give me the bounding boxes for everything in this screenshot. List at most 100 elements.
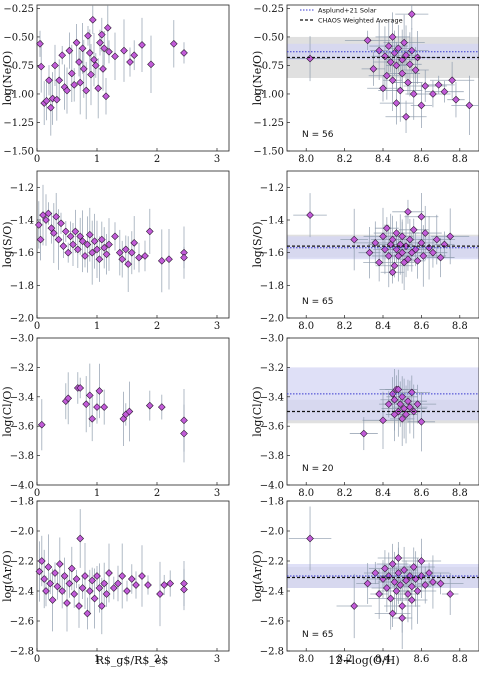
y-tick-label: −0.50 <box>253 32 284 43</box>
data-point <box>413 400 422 408</box>
data-point <box>413 587 422 595</box>
data-point <box>42 216 50 224</box>
data-point <box>45 76 53 85</box>
data-point <box>417 557 426 565</box>
data-point <box>91 61 100 70</box>
data-point <box>383 71 391 80</box>
x-tick-label: 1 <box>94 154 100 165</box>
data-point <box>398 392 407 401</box>
data-point <box>46 103 55 112</box>
x-tick-label: 1 <box>94 321 100 332</box>
x-tick-label: 8.4 <box>375 154 391 165</box>
data-point <box>132 581 140 589</box>
sample-count-label: N = 20 <box>302 464 334 474</box>
data-point <box>400 566 408 574</box>
data-point <box>396 86 405 95</box>
data-point <box>166 579 175 588</box>
data-point <box>69 240 77 249</box>
axes-frame <box>36 4 230 152</box>
sample-count-label: N = 56 <box>302 130 334 140</box>
data-point <box>138 41 146 49</box>
y-axis-label: log(S/O) <box>1 221 14 267</box>
data-point <box>111 232 119 241</box>
y-tick-label: −1.25 <box>3 118 34 129</box>
legend: Asplund+21 Solar CHAOS Weighted Average <box>300 7 403 25</box>
data-point <box>85 230 94 239</box>
data-point <box>417 239 426 247</box>
data-point <box>66 232 75 241</box>
y-tick-label: −3.4 <box>260 392 284 403</box>
y-tick-label: −3.6 <box>260 422 284 433</box>
data-point <box>157 257 166 265</box>
data-point <box>141 252 149 260</box>
data-point <box>99 65 107 73</box>
data-point <box>130 51 139 60</box>
data-point <box>82 400 91 408</box>
data-point <box>384 42 393 50</box>
data-point <box>392 587 401 595</box>
y-tick-label: −2.4 <box>10 587 34 598</box>
data-point <box>402 576 410 585</box>
data-point <box>36 235 45 244</box>
data-point <box>394 385 403 394</box>
data-point <box>375 590 383 598</box>
data-point <box>465 101 474 110</box>
data-point <box>379 84 387 93</box>
data-point <box>97 30 106 39</box>
x-tick-label: 2 <box>154 154 160 165</box>
data-point <box>83 609 92 618</box>
data-point <box>417 212 426 221</box>
data-point <box>40 575 49 583</box>
data-point <box>404 397 412 406</box>
y-tick-label: −1.50 <box>3 147 34 158</box>
data-point <box>394 554 403 562</box>
data-point <box>61 227 70 236</box>
y-tick-label: −3.0 <box>10 334 34 345</box>
data-point <box>37 62 46 71</box>
x-tick-label: 8.6 <box>413 154 429 165</box>
x-tick-label: 8.0 <box>298 321 314 332</box>
data-point <box>36 39 44 48</box>
data-point <box>392 229 401 237</box>
data-point <box>55 76 64 85</box>
data-point <box>379 416 387 425</box>
data-point <box>350 602 359 610</box>
data-point <box>169 39 178 48</box>
data-point <box>34 221 43 229</box>
x-tick-label: 3 <box>214 321 220 332</box>
data-point <box>82 86 91 95</box>
data-point <box>102 250 111 259</box>
data-point <box>52 95 61 104</box>
data-point <box>76 534 85 543</box>
axes-frame <box>36 500 230 652</box>
data-point <box>404 78 412 87</box>
data-point <box>114 579 122 588</box>
y-axis-label: log(S/O) <box>251 221 264 267</box>
y-tick-label: −1.4 <box>260 216 284 227</box>
y-tick-label: −1.4 <box>10 216 34 227</box>
y-tick-label: −0.25 <box>3 4 34 15</box>
y-tick-label: −2.0 <box>10 314 34 325</box>
data-point <box>392 99 401 107</box>
data-point <box>421 581 430 589</box>
data-point <box>51 569 59 577</box>
y-tick-label: −3.2 <box>10 363 34 374</box>
data-point <box>180 49 188 57</box>
data-point <box>100 243 109 252</box>
y-tick-label: −0.75 <box>253 61 284 72</box>
y-tick-label: −2.8 <box>10 647 34 658</box>
x-tick-label: 8.6 <box>413 321 429 332</box>
data-point <box>93 245 101 254</box>
data-point <box>88 16 97 24</box>
data-point <box>123 587 131 595</box>
panel-ArO-OH: 8.0 8.2 8.4 8.6 8.8 −2.8 −2.6 −2.4 −2.2 −2.0 −1.8 l… <box>251 497 479 665</box>
data-point <box>58 587 67 595</box>
data-point <box>72 575 81 583</box>
data-point <box>406 572 414 580</box>
data-point <box>100 44 109 53</box>
data-point <box>135 253 143 262</box>
y-tick-label: −3.2 <box>260 363 284 374</box>
axes-frame <box>36 337 230 486</box>
data-point <box>85 49 94 57</box>
